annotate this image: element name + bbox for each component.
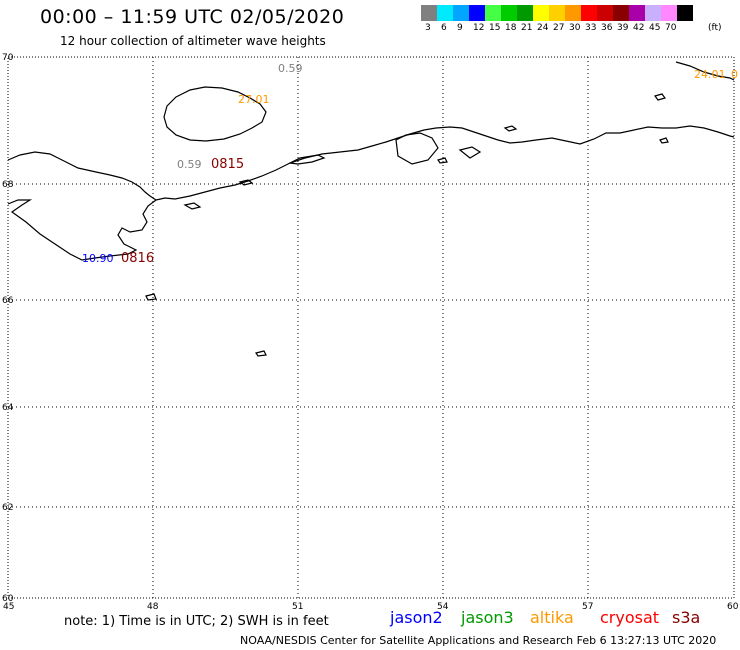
lon-label-57: 57 — [582, 602, 593, 612]
satellite-jason2: jason2 — [390, 608, 443, 627]
legend-swatch-label: 39 — [617, 23, 629, 33]
coastline-mainland — [7, 151, 158, 261]
coastline-island-7 — [255, 350, 267, 357]
lon-gridlines — [152, 57, 589, 598]
coastline-peninsula — [395, 132, 439, 165]
swh-label: 24.01 — [694, 68, 726, 81]
pass-time-label: 0816 — [121, 251, 154, 266]
lon-label-54: 54 — [437, 602, 449, 612]
lat-label-60: 60 — [2, 594, 14, 604]
coastline-island-3 — [675, 61, 735, 81]
lon-label-45: 45 — [3, 602, 14, 612]
legend-swatch-label: 70 — [665, 23, 677, 33]
legend-swatch: 27 — [549, 5, 565, 33]
coastline-island-kolguyev — [163, 86, 267, 142]
swh-label: 0.59 — [278, 62, 303, 75]
footer-note: note: 1) Time is in UTC; 2) SWH is in fe… — [64, 614, 329, 629]
lat-label-68: 68 — [2, 180, 14, 190]
coastline-inlet — [458, 146, 482, 159]
legend-swatch: 12 — [469, 5, 485, 33]
coastline-island-9 — [437, 157, 448, 164]
legend-swatch-label: 33 — [585, 23, 597, 33]
legend-swatch: 6 — [437, 5, 453, 33]
legend-swatch-label: 42 — [633, 23, 645, 33]
coastline-mainland-east — [155, 125, 735, 201]
legend-swatch-label: 45 — [649, 23, 661, 33]
satellite-jason3: jason3 — [461, 608, 514, 627]
legend-swatch: 9 — [453, 5, 469, 33]
legend-swatch: 33 — [581, 5, 597, 33]
coastline-island-5 — [183, 202, 202, 210]
lat-label-70: 70 — [2, 53, 14, 63]
coastlines — [7, 61, 735, 357]
coastline-island-2 — [653, 93, 667, 101]
lon-label-51: 51 — [292, 602, 303, 612]
legend-swatch — [677, 5, 693, 21]
legend-swatch-label: 36 — [601, 23, 613, 33]
legend-swatch-label: 24 — [537, 23, 549, 33]
legend-swatch-label: 21 — [521, 23, 533, 33]
pass-time-label: 0815 — [211, 157, 244, 172]
legend-swatch: 36 — [597, 5, 613, 33]
satellite-altika: altika — [530, 608, 574, 627]
legend-swatch: 21 — [517, 5, 533, 33]
map-frame — [7, 56, 735, 599]
legend-swatch-label: 27 — [553, 23, 565, 33]
lat-gridlines — [8, 183, 734, 508]
coastline-island-6 — [145, 293, 157, 301]
credit-line: NOAA/NESDIS Center for Satellite Applica… — [240, 634, 717, 647]
satellite-s3a: s3a — [672, 608, 701, 627]
coastline-island-4 — [238, 179, 254, 186]
legend-swatch: 18 — [501, 5, 517, 33]
coastline-island-8 — [659, 137, 669, 144]
color-legend: 3 6 9 12 15 18 21 24 27 30 33 36 39 42 45 70 (ft) — [421, 5, 722, 33]
map-subtitle: 12 hour collection of altimeter wave hei… — [60, 34, 326, 48]
map-title: 00:00 – 11:59 UTC 02/05/2020 — [40, 6, 345, 28]
satellite-cryosat: cryosat — [600, 608, 660, 627]
legend-swatch-label: 18 — [505, 23, 517, 33]
swh-label: 10.90 — [82, 252, 114, 265]
legend-swatch-label: 15 — [489, 23, 501, 33]
legend-swatch-label: 6 — [441, 23, 447, 33]
legend-swatch: 42 — [629, 5, 645, 33]
lat-label-66: 66 — [2, 296, 14, 306]
legend-swatch: 30 — [565, 5, 581, 33]
legend-swatch-label: 3 — [425, 23, 431, 33]
legend-swatch-label: 9 — [457, 23, 463, 33]
lat-label-64: 64 — [2, 403, 14, 413]
coastline-bay-detail — [287, 154, 326, 165]
legend-swatch: 45 — [645, 5, 661, 33]
legend-swatch: 70 — [661, 5, 677, 33]
coastline-island-1 — [503, 125, 518, 132]
legend-unit: (ft) — [708, 23, 722, 33]
legend-swatch-label: 30 — [569, 23, 581, 33]
pass-time-label: 0 — [731, 68, 738, 81]
legend-swatch: 3 — [421, 5, 437, 33]
legend-swatch: 15 — [485, 5, 501, 33]
lon-label-60: 60 — [727, 602, 739, 612]
legend-swatch: 39 — [613, 5, 629, 33]
legend-swatch: 24 — [533, 5, 549, 33]
swh-label: 27.01 — [238, 93, 270, 106]
lat-label-62: 62 — [2, 503, 13, 513]
lon-label-48: 48 — [147, 602, 159, 612]
swh-label: 0.59 — [177, 158, 202, 171]
legend-swatch-label: 12 — [473, 23, 485, 33]
